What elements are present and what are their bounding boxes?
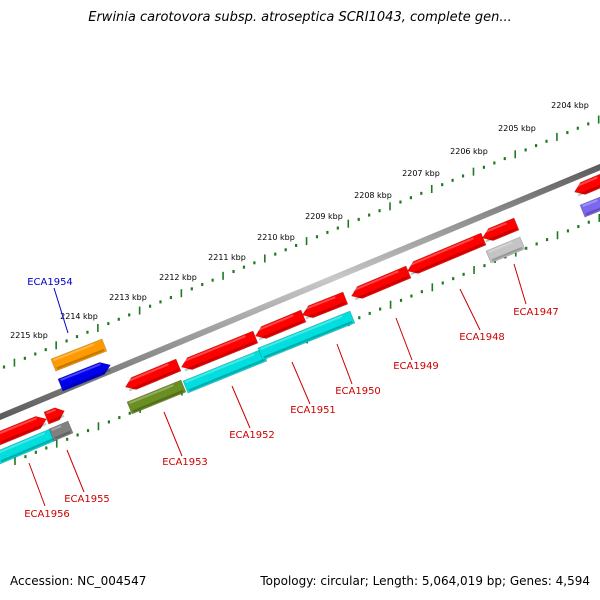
gene-label-eca1954[interactable]: ECA1954 [27,277,73,288]
gene-purple-feature[interactable] [579,194,600,218]
gene-cyan-feature-2[interactable] [257,310,356,361]
gene-cyan-feature-left[interactable] [0,427,58,465]
gene-gray-feature[interactable] [48,420,74,442]
gene-right-edge-arrow[interactable] [572,171,600,198]
gene-eca1953-arrow[interactable] [123,358,182,393]
ruler-label: 2213 kbp [109,293,147,302]
gene-blue-feature[interactable] [57,359,113,392]
gene-label-eca1947[interactable]: ECA1947 [513,307,559,318]
ruler-label: 2206 kbp [450,147,488,156]
gene-label-eca1952[interactable]: ECA1952 [229,430,275,441]
ruler-label: 2209 kbp [305,212,343,221]
ruler-label: 2211 kbp [208,253,246,262]
gene-silver-feature[interactable] [485,236,526,264]
gene-cyan-feature-1[interactable] [182,348,268,394]
gene-label-eca1948[interactable]: ECA1948 [459,332,505,343]
gene-eca1948-arrow[interactable] [405,232,487,277]
gene-eca1947-arrow[interactable] [480,217,520,244]
ruler-label: 2210 kbp [257,233,295,242]
genome-summary-text: Topology: circular; Length: 5,064,019 bp… [260,574,590,588]
gene-label-eca1951[interactable]: ECA1951 [290,405,336,416]
gene-label-eca1955[interactable]: ECA1955 [64,494,110,505]
label-leader-lines [28,263,527,507]
gene-olive-feature[interactable] [126,379,187,415]
gene-label-eca1950[interactable]: ECA1950 [335,386,381,397]
gene-eca1952-arrow[interactable] [179,330,259,373]
gene-features [0,171,600,465]
ruler-labels: 2204 kbp 2205 kbp 2206 kbp 2207 kbp 2208 kbp… [10,101,589,340]
ruler-label: 2214 kbp [60,312,98,321]
genome-backbone [0,163,600,421]
ruler-label: 2205 kbp [498,124,536,133]
ruler-label: 2208 kbp [354,191,392,200]
ruler-label: 2215 kbp [10,331,48,340]
gene-eca1954-arrow[interactable] [50,338,108,372]
gene-label-eca1953[interactable]: ECA1953 [162,457,208,468]
gene-eca1956-arrow[interactable] [0,413,49,446]
outer-ruler [2,115,600,369]
map-title: Erwinia carotovora subsp. atroseptica SC… [88,10,512,25]
accession-text: Accession: NC_004547 [10,574,147,588]
gene-label-eca1949[interactable]: ECA1949 [393,361,439,372]
gene-eca1950-arrow[interactable] [300,291,349,321]
gene-eca1949-arrow[interactable] [349,265,412,302]
gene-label-eca1956[interactable]: ECA1956 [24,509,70,520]
gene-eca1955-arrow[interactable] [43,405,67,425]
ruler-label: 2212 kbp [159,273,197,282]
gene-eca1951-arrow[interactable] [253,309,307,342]
ruler-label: 2204 kbp [551,101,589,110]
ruler-label: 2207 kbp [402,169,440,178]
gene-labels: ECA1947 ECA1948 ECA1949 ECA1950 ECA1951 … [24,277,559,520]
